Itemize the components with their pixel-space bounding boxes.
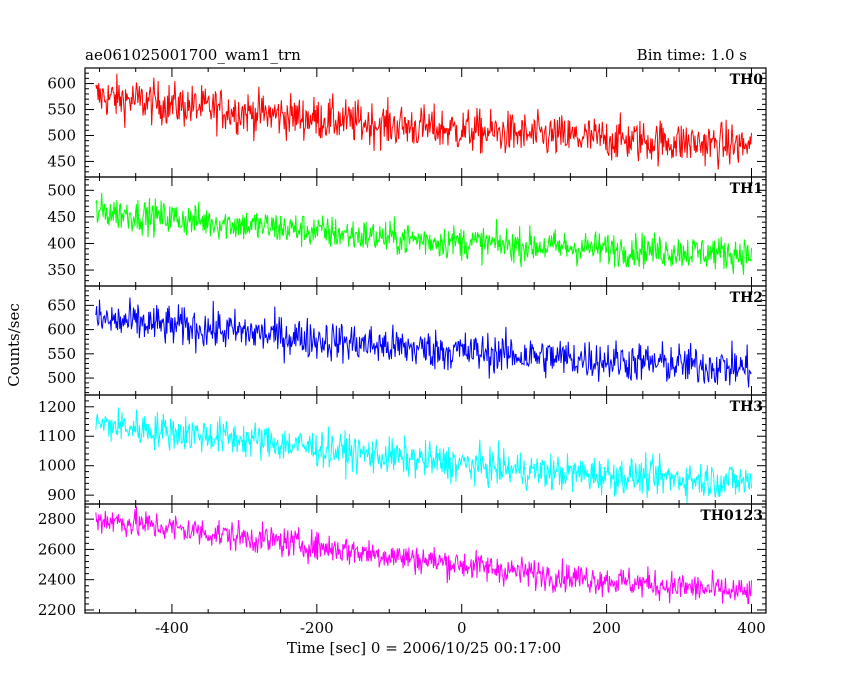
- panel-label-th0: TH0: [730, 72, 764, 88]
- panel-frame: [84, 285, 767, 396]
- panel-th1: 350 400 450 500 TH1: [47, 176, 767, 287]
- y-tick-label: 500: [47, 126, 76, 144]
- x-tick-label: -400: [155, 619, 189, 637]
- panel-label-th1: TH1: [730, 181, 763, 197]
- y-tick-label: 1200: [38, 398, 76, 416]
- y-tick-label: 550: [47, 101, 76, 119]
- y-tick-label: 1000: [38, 457, 76, 475]
- y-tick-label: 900: [47, 486, 76, 504]
- x-axis-label: Time [sec] 0 = 2006/10/25 00:17:00: [287, 639, 561, 657]
- y-tick-label: 650: [47, 296, 76, 314]
- y-tick-label: 400: [47, 234, 76, 252]
- y-tick-label: 550: [47, 345, 76, 363]
- panel-label-th3: TH3: [730, 399, 763, 415]
- panel-th2: 500 550 600 650 TH2: [47, 285, 767, 396]
- x-tick-label: 200: [592, 619, 621, 637]
- y-tick-label: 600: [47, 75, 76, 93]
- series-line-th0: [95, 73, 753, 170]
- y-tick-label: 450: [47, 152, 76, 170]
- panel-label-th0123: TH0123: [700, 508, 763, 524]
- y-tick-label: 450: [47, 208, 76, 226]
- series-line-th0123: [95, 506, 753, 605]
- y-tick-label: 2800: [38, 510, 76, 528]
- series-line-th3: [95, 407, 753, 504]
- panel-th3: 900 1000 1100 1200 TH3: [38, 394, 767, 505]
- y-tick-label: 1100: [38, 427, 76, 445]
- panel-label-th2: TH2: [730, 290, 763, 306]
- x-tick-label: 400: [737, 619, 766, 637]
- y-tick-label: 350: [47, 261, 76, 279]
- y-axis-label: Counts/sec: [5, 303, 23, 387]
- panel-frame: [84, 67, 767, 178]
- y-tick-label: 2600: [38, 540, 76, 558]
- chart-title: ae061025001700_wam1_trn: [85, 46, 301, 64]
- y-tick-label: 2400: [38, 571, 76, 589]
- panel-th0123: 2200 2400 2600 2800 TH0123: [38, 503, 767, 619]
- chart-subtitle: Bin time: 1.0 s: [637, 46, 747, 64]
- x-tick-label: 0: [457, 619, 467, 637]
- series-line-th1: [95, 192, 753, 275]
- x-tick-label: -200: [300, 619, 334, 637]
- y-tick-label: 2200: [38, 601, 76, 619]
- y-tick-label: 500: [47, 181, 76, 199]
- y-tick-label: 500: [47, 369, 76, 387]
- panel-th0: 450 500 550 600 TH0: [47, 67, 767, 178]
- series-line-th2: [95, 297, 752, 388]
- y-tick-label: 600: [47, 321, 76, 339]
- panels: 450 500 550 600 TH0 350 400 450 500 TH1 500 550 600 6…: [38, 67, 767, 637]
